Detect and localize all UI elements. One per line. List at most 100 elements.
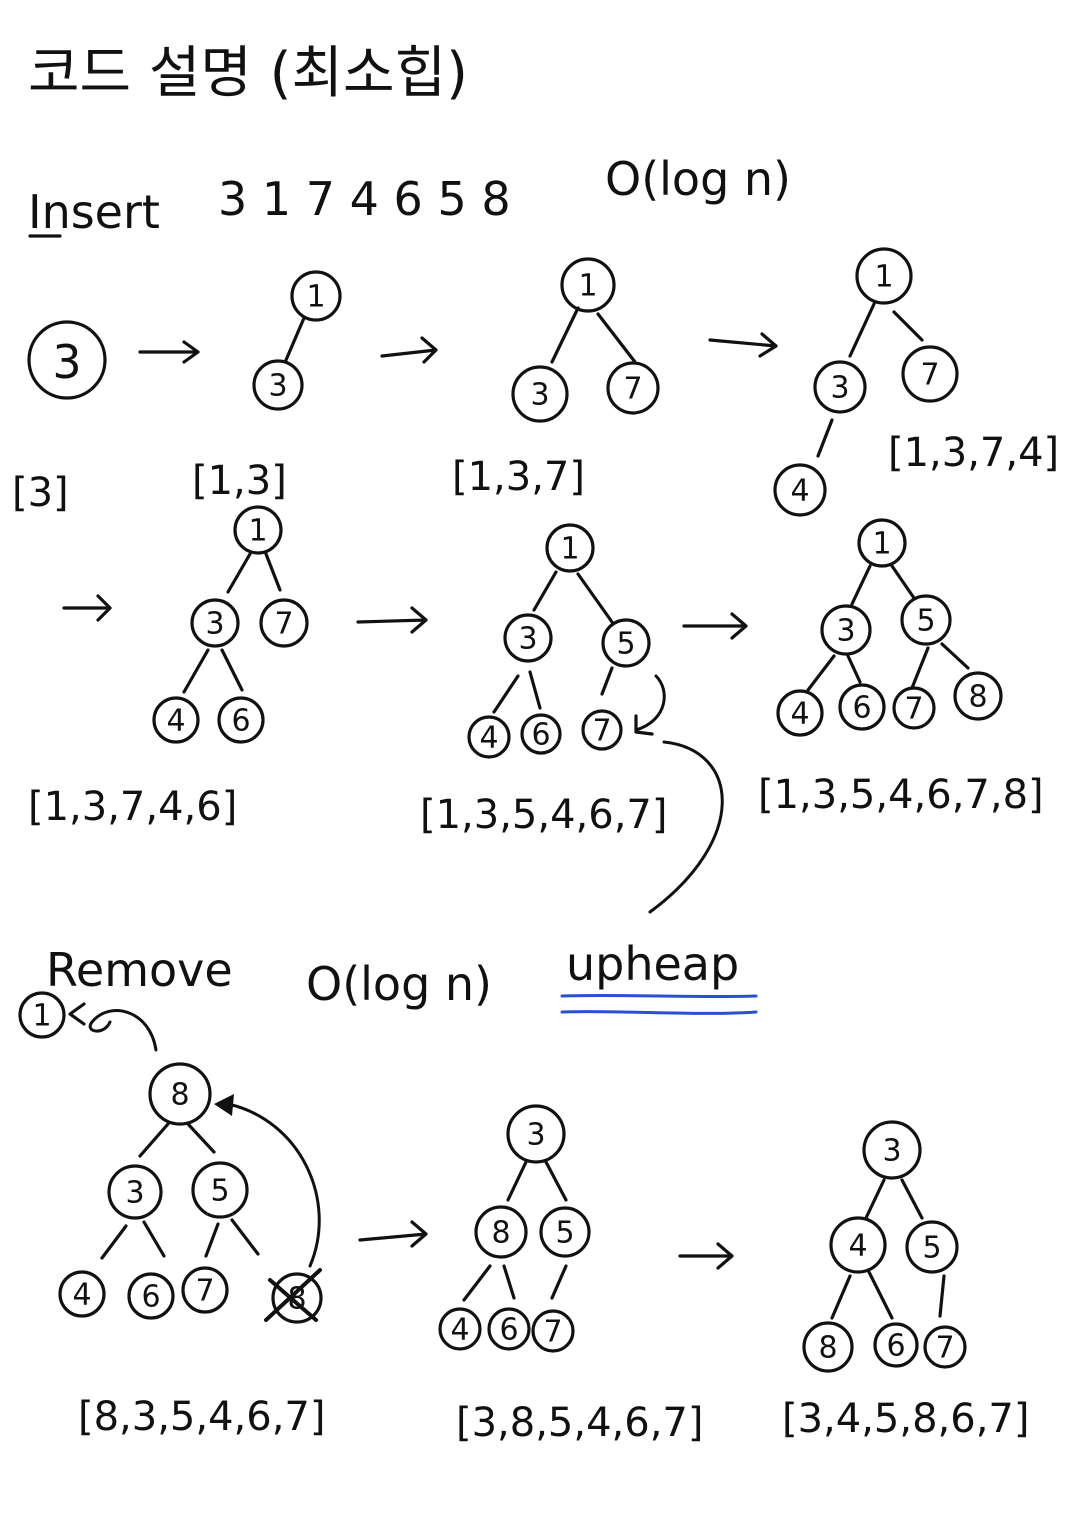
heap-node-value: 8 (818, 1331, 837, 1366)
heap-node-value: 3 (882, 1134, 901, 1169)
heap-node-value: 5 (210, 1174, 229, 1209)
heap-node-value: 5 (922, 1231, 941, 1266)
heap-node (545, 523, 595, 573)
insert-step-7: 1 3 5 4 6 7 8 [1,3,5,4,6,7,8] (758, 518, 1044, 818)
swap-arrow-icon (634, 674, 666, 732)
insert-sequence: 3 1 7 4 6 5 8 (218, 172, 511, 226)
heap-node (873, 1322, 919, 1368)
heap-node (901, 345, 959, 403)
heap-node (560, 257, 616, 313)
heap-array: [1,3,5,4,6,7] (420, 792, 667, 838)
heap-node (438, 1307, 482, 1351)
remove-step-1: 8 3 5 4 6 7 8 [8,3,5,4,6,7] (58, 1062, 325, 1440)
strike-icon (268, 1278, 318, 1322)
arrow-icon (138, 340, 200, 364)
heap-node (802, 1321, 854, 1373)
heap-node (606, 361, 660, 415)
heap-node-value: 1 (560, 532, 579, 567)
insert-step-5: 1 3 7 4 6 [1,3,7,4,6] (28, 505, 309, 830)
heap-node-value: 7 (920, 358, 939, 393)
heap-node (252, 359, 304, 411)
insert-label: Insert (28, 185, 160, 239)
heap-node (773, 463, 827, 517)
upheap-underline (560, 1010, 758, 1015)
heap-node-value: 6 (852, 691, 871, 726)
heap-node-value: 7 (623, 372, 642, 407)
heap-node (271, 1272, 323, 1324)
insert-step-2: 1 3 [1,3] (192, 270, 342, 504)
heap-node (181, 1266, 229, 1314)
heap-node (217, 696, 265, 744)
heap-node (58, 1270, 106, 1318)
arrow-icon (356, 606, 428, 634)
heap-node-value: 5 (555, 1216, 574, 1251)
heap-node (27, 320, 107, 400)
arrow-icon (678, 1242, 734, 1270)
swap-arrow-head-icon (634, 714, 654, 736)
heap-node-value: 3 (52, 335, 81, 389)
heap-node (191, 1161, 249, 1219)
upheap-underline (560, 993, 758, 999)
remove-complexity: O(log n) (306, 957, 492, 1011)
heap-node-value: 7 (935, 1331, 954, 1366)
heap-node (531, 1309, 575, 1353)
heap-node-value: 7 (274, 607, 293, 642)
heap-node-value: 4 (790, 474, 809, 509)
heap-node-value: 1 (306, 280, 325, 315)
remove-step-3: 3 4 5 8 6 7 [3,4,5,8,6,7] (782, 1120, 1029, 1442)
heap-node-value: 3 (526, 1118, 545, 1153)
heap-node-value: 3 (830, 371, 849, 406)
heap-array: [3,4,5,8,6,7] (782, 1396, 1029, 1442)
insert-step-1: 3 [3] (12, 320, 107, 516)
removed-root: 1 (18, 991, 158, 1052)
heap-node (511, 365, 569, 423)
removed-arrow-icon (88, 1009, 158, 1052)
heap-node-value: 3 (518, 622, 537, 657)
insert-complexity: O(log n) (605, 152, 791, 206)
heap-node-value: 7 (543, 1315, 562, 1350)
heap-array: [3,8,5,4,6,7] (456, 1400, 703, 1446)
heap-node (813, 360, 867, 414)
heap-array: [1,3] (192, 458, 287, 504)
heap-node (581, 709, 623, 751)
heap-node (905, 1220, 959, 1274)
heap-node-value: 6 (231, 704, 250, 739)
heap-node (474, 1205, 528, 1259)
heap-node-value: 3 (268, 369, 287, 404)
page-title: 코드 설명 (최소힙) (28, 41, 468, 106)
heap-node-value: 4 (450, 1313, 469, 1348)
heap-node-value: 1 (874, 260, 893, 295)
heap-node-value: 4 (72, 1278, 91, 1313)
move-arrow-icon (226, 1102, 321, 1268)
heap-node-value: 6 (886, 1329, 905, 1364)
heap-node (190, 598, 240, 648)
insert-step-4: 1 3 7 4 [1,3,7,4] (773, 247, 1059, 517)
heap-node (820, 604, 872, 656)
heap-node-value: 5 (916, 604, 935, 639)
heap-node (18, 991, 66, 1039)
heap-node-value: 8 (968, 680, 987, 715)
upheap-pointer-curve (648, 740, 724, 914)
heap-array: [3] (12, 470, 69, 516)
heap-node-value: 4 (166, 704, 185, 739)
heap-node (855, 247, 913, 305)
heap-node (467, 715, 511, 759)
heap-node-value: 6 (531, 718, 550, 753)
arrow-icon (358, 1220, 428, 1248)
heap-array: [1,3,7] (452, 454, 585, 500)
heap-node (892, 686, 936, 730)
heap-node-value: 7 (904, 692, 923, 727)
heap-node-value: 8 (170, 1078, 189, 1113)
heap-node-value: 4 (790, 697, 809, 732)
arrow-icon (62, 594, 112, 622)
heap-node (862, 1120, 922, 1180)
heap-node-value: 3 (125, 1176, 144, 1211)
heap-node (776, 689, 824, 737)
heap-node (953, 671, 1003, 721)
heap-node (259, 598, 309, 648)
arrow-icon (380, 336, 438, 364)
heap-array: [1,3,7,4,6] (28, 784, 237, 830)
heap-node (506, 1104, 566, 1164)
heap-node (923, 1325, 967, 1369)
